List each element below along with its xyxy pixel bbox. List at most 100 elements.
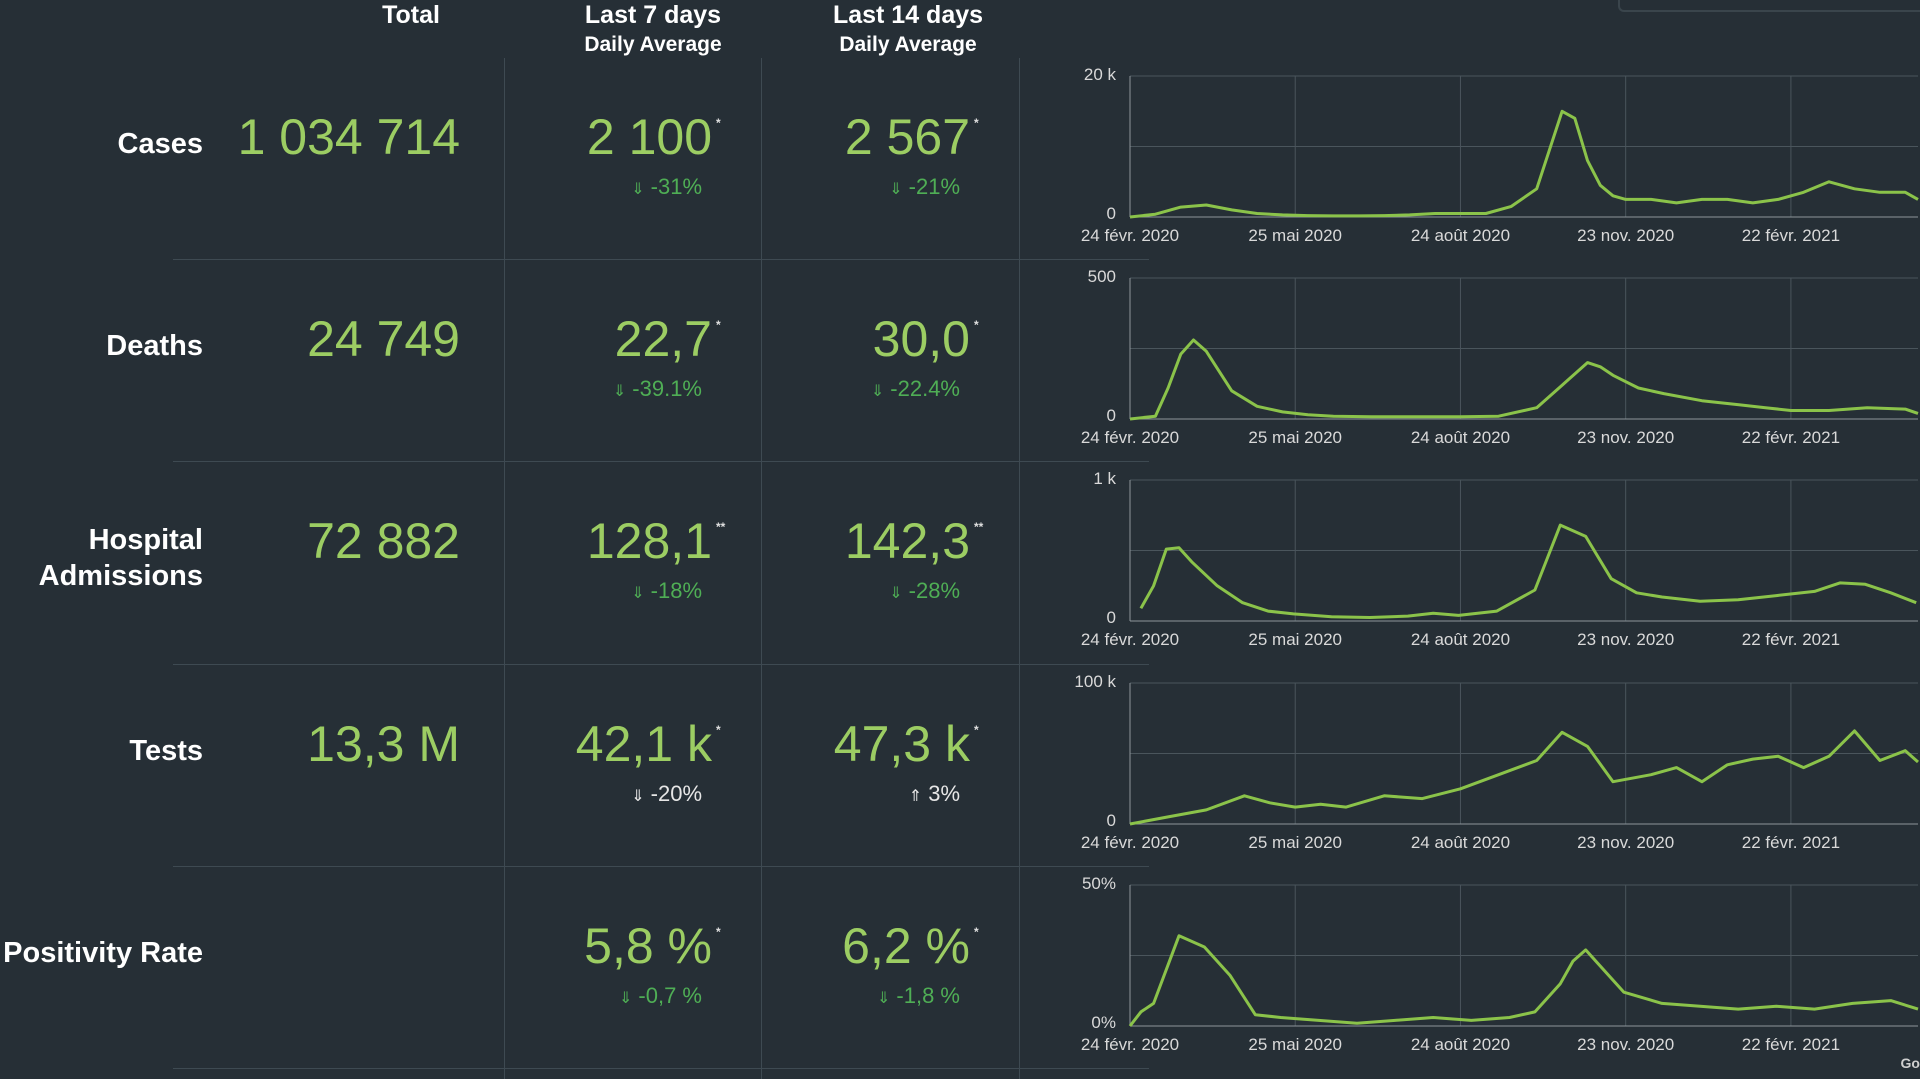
column-divider	[1019, 58, 1020, 1079]
footnote-mark: *	[974, 318, 979, 332]
footnote-mark: *	[974, 116, 979, 130]
trend-chart: 24 févr. 2020 25 mai 2020 24 août 2020 23 n…	[1070, 58, 1920, 260]
x-tick-label: 25 mai 2020	[1248, 428, 1342, 447]
x-tick-label: 23 nov. 2020	[1577, 630, 1674, 649]
x-tick-label: 24 févr. 2020	[1081, 833, 1179, 852]
trend-chart: 24 févr. 2020 25 mai 2020 24 août 2020 23 n…	[1070, 260, 1920, 462]
y-tick-label: 1 k	[1093, 469, 1116, 488]
metric-avg14: 2 567	[844, 109, 970, 165]
footnote-mark: *	[974, 925, 979, 939]
metric-change-avg7: ⇓ -18%	[631, 578, 702, 604]
metric-row: Tests 13,3 M 42,1 k * ⇓ -20% 47,3 k * ⇑ 3% 24 févr…	[0, 665, 1920, 867]
chart-svg: 24 févr. 2020 25 mai 2020 24 août 2020 23 n…	[1074, 672, 1919, 852]
arrow-down-icon: ⇓	[889, 181, 903, 198]
x-tick-label: 25 mai 2020	[1248, 1035, 1342, 1054]
column-divider	[504, 58, 505, 1079]
corner-text: Go	[1900, 1055, 1920, 1071]
metric-avg14: 47,3 k	[833, 716, 970, 772]
footnote-mark: *	[716, 318, 721, 332]
header-last7-label: Last 7 days	[584, 1, 722, 29]
metric-change-avg14: ⇓ -22.4%	[871, 376, 960, 402]
header-last7: Last 7 days Daily Average	[553, 0, 753, 60]
footnote-mark: *	[716, 116, 721, 130]
metric-row: Deaths 24 749 22,7 * ⇓ -39.1% 30,0 * ⇓ -22.4% 24 f…	[0, 260, 1920, 462]
x-tick-label: 22 févr. 2021	[1742, 833, 1840, 852]
x-tick-label: 24 févr. 2020	[1081, 1035, 1179, 1054]
footnote-mark: **	[716, 520, 726, 534]
arrow-down-icon: ⇓	[877, 990, 891, 1007]
row-divider	[173, 259, 1149, 260]
change-value: -22.4%	[890, 376, 960, 401]
metric-label: Hospital Admissions	[38, 524, 203, 592]
chart-svg: 24 févr. 2020 25 mai 2020 24 août 2020 23 n…	[1081, 267, 1919, 447]
metric-total: 13,3 M	[307, 716, 460, 772]
y-tick-label: 0%	[1091, 1013, 1116, 1032]
metric-avg7: 128,1	[586, 513, 712, 569]
arrow-down-icon: ⇓	[612, 383, 627, 400]
metric-total: 1 034 714	[237, 109, 460, 165]
metric-avg7: 42,1 k	[575, 716, 712, 772]
y-tick-label: 0	[1107, 204, 1116, 223]
footnote-mark: *	[716, 723, 721, 737]
header-last14-sub: Daily Average	[839, 33, 977, 56]
change-value: -21%	[908, 174, 960, 199]
x-tick-label: 24 août 2020	[1411, 630, 1510, 649]
change-value: -39.1%	[632, 376, 702, 401]
x-tick-label: 25 mai 2020	[1248, 833, 1342, 852]
x-tick-label: 23 nov. 2020	[1577, 1035, 1674, 1054]
top-tab-edge	[1618, 0, 1920, 12]
metric-label: Tests	[129, 735, 203, 767]
y-tick-label: 0	[1107, 608, 1116, 627]
row-divider	[173, 461, 1149, 462]
change-value: -20%	[650, 781, 702, 806]
metric-total: 72 882	[307, 513, 460, 569]
metric-avg14: 30,0	[872, 311, 970, 367]
metric-row: Positivity Rate 5,8 % * ⇓ -0,7 % 6,2 % * ⇓ -1,8 …	[0, 867, 1920, 1069]
series-line	[1128, 934, 1919, 1027]
change-value: -0,7 %	[638, 983, 702, 1008]
header-last7-sub: Daily Average	[584, 33, 722, 56]
y-tick-label: 50%	[1082, 874, 1116, 893]
change-value: 3%	[928, 781, 960, 806]
x-tick-label: 24 août 2020	[1411, 428, 1510, 447]
arrow-up-icon: ⇑	[908, 788, 923, 805]
header-last14: Last 14 days Daily Average	[808, 0, 1008, 60]
y-tick-label: 100 k	[1074, 672, 1116, 691]
x-tick-label: 24 févr. 2020	[1081, 630, 1179, 649]
x-tick-label: 25 mai 2020	[1248, 226, 1342, 245]
row-divider	[173, 1068, 1149, 1069]
trend-chart: 24 févr. 2020 25 mai 2020 24 août 2020 23 n…	[1070, 867, 1920, 1069]
metric-avg14: 142,3	[844, 513, 970, 569]
metric-change-avg14: ⇓ -1,8 %	[877, 983, 960, 1009]
y-tick-label: 20 k	[1084, 65, 1117, 84]
metric-avg7: 2 100	[586, 109, 712, 165]
x-tick-label: 22 févr. 2021	[1742, 630, 1840, 649]
arrow-down-icon: ⇓	[631, 788, 645, 805]
metric-change-avg7: ⇓ -31%	[631, 174, 702, 200]
y-tick-label: 0	[1107, 811, 1116, 830]
x-tick-label: 24 févr. 2020	[1081, 428, 1179, 447]
footnote-mark: *	[716, 925, 721, 939]
y-tick-label: 0	[1107, 406, 1116, 425]
metric-avg7: 22,7	[614, 311, 712, 367]
x-tick-label: 22 févr. 2021	[1742, 1035, 1840, 1054]
x-tick-label: 24 août 2020	[1411, 226, 1510, 245]
footnote-mark: **	[974, 520, 984, 534]
x-tick-label: 22 févr. 2021	[1742, 226, 1840, 245]
metric-row: Hospital Admissions 72 882 128,1 ** ⇓ -18% 142…	[0, 462, 1920, 664]
chart-svg: 24 févr. 2020 25 mai 2020 24 août 2020 23 n…	[1081, 469, 1918, 649]
row-divider	[173, 866, 1149, 867]
arrow-down-icon: ⇓	[889, 585, 903, 602]
metric-avg14: 6,2 %	[842, 918, 970, 974]
header-total: Total	[311, 0, 511, 30]
metric-change-avg14: ⇓ -28%	[889, 578, 960, 604]
x-tick-label: 24 août 2020	[1411, 1035, 1510, 1054]
metric-change-avg7: ⇓ -0,7 %	[619, 983, 702, 1009]
metric-change-avg14: ⇓ -21%	[889, 174, 960, 200]
series-line	[1129, 338, 1919, 421]
metric-change-avg7: ⇓ -20%	[631, 781, 702, 807]
arrow-down-icon: ⇓	[619, 990, 633, 1007]
x-tick-label: 24 févr. 2020	[1081, 226, 1179, 245]
metric-change-avg7: ⇓ -39.1%	[613, 376, 702, 402]
